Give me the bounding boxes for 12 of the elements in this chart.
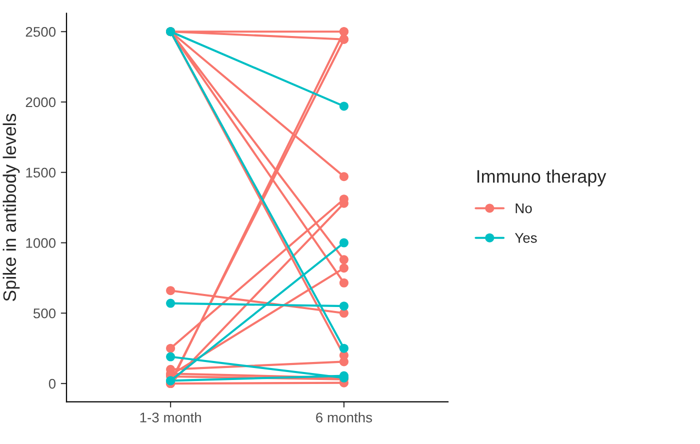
legend-title: Immuno therapy — [477, 170, 606, 186]
y-tick-label: 2000 — [26, 97, 56, 108]
legend-label: No — [516, 204, 532, 214]
y-tick-label: 500 — [33, 308, 56, 318]
y-tick-label: 0 — [48, 378, 56, 389]
y-tick-label: 2500 — [26, 26, 56, 37]
y-tick-label: 1500 — [26, 168, 56, 178]
x-tick-label: 6 months — [316, 412, 372, 422]
legend-label: Yes — [514, 233, 537, 243]
x-tick-label: 1-3 month — [140, 412, 201, 422]
y-axis-title: Spike in antibody levels — [2, 114, 20, 302]
y-tick-label: 1000 — [26, 238, 56, 248]
